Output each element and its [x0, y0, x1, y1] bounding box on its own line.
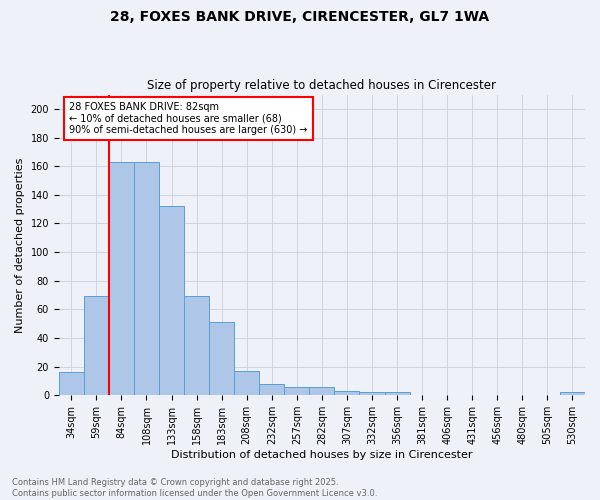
Bar — [385, 392, 410, 395]
Bar — [560, 392, 585, 395]
Bar — [284, 386, 310, 395]
Y-axis label: Number of detached properties: Number of detached properties — [15, 157, 25, 332]
Bar — [359, 392, 385, 395]
Bar — [109, 162, 134, 395]
Bar — [209, 322, 234, 395]
Bar — [310, 386, 334, 395]
Bar — [134, 162, 159, 395]
Bar — [84, 296, 109, 395]
Bar — [259, 384, 284, 395]
Bar — [234, 371, 259, 395]
Title: Size of property relative to detached houses in Cirencester: Size of property relative to detached ho… — [148, 79, 496, 92]
Bar — [159, 206, 184, 395]
Bar — [184, 296, 209, 395]
Bar — [334, 391, 359, 395]
Text: 28 FOXES BANK DRIVE: 82sqm
← 10% of detached houses are smaller (68)
90% of semi: 28 FOXES BANK DRIVE: 82sqm ← 10% of deta… — [70, 102, 308, 136]
Bar — [59, 372, 84, 395]
Text: Contains HM Land Registry data © Crown copyright and database right 2025.
Contai: Contains HM Land Registry data © Crown c… — [12, 478, 377, 498]
X-axis label: Distribution of detached houses by size in Cirencester: Distribution of detached houses by size … — [171, 450, 473, 460]
Text: 28, FOXES BANK DRIVE, CIRENCESTER, GL7 1WA: 28, FOXES BANK DRIVE, CIRENCESTER, GL7 1… — [110, 10, 490, 24]
